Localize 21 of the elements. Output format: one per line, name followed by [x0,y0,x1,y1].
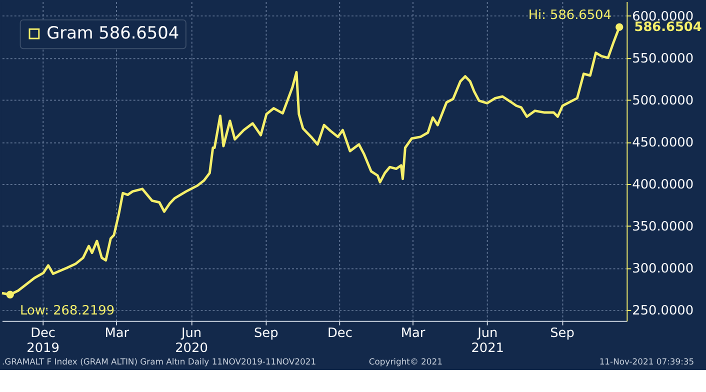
x-tick-label: Mar [104,326,130,342]
text: Copyright© 2021 [368,356,442,366]
y-tick-label: 550.0000 [632,51,694,66]
y-tick-label: 350.0000 [632,219,694,234]
y-tick-label: 300.0000 [632,261,694,276]
y-tick-label: 500.0000 [632,93,694,108]
x-tick-label: Jun 2021 [471,326,504,356]
x-tick-label: Jun 2020 [175,326,208,356]
x-tick-label: Mar [400,326,426,342]
y-tick-label: 250.0000 [632,303,694,318]
y-tick-label: 450.0000 [632,135,694,150]
y-tick-label: 400.0000 [632,177,694,192]
x-tick-label: Dec [328,326,352,342]
annotation: Low: 268.2199 [20,303,115,318]
x-tick-label: Dec 2019 [26,326,60,356]
x-tick-label: Sep [254,326,278,342]
text: 11-Nov-2021 07:39:35 [599,356,694,366]
legend-label: Gram 586.6504 [46,22,180,43]
x-tick-label: Sep [550,326,574,342]
annotation: Hi: 586.6504 [528,8,612,24]
text: .GRAMALT F Index (GRAM ALTIN) Gram Altın Daily 11NOV2019-11NOV2021 [2,356,316,366]
